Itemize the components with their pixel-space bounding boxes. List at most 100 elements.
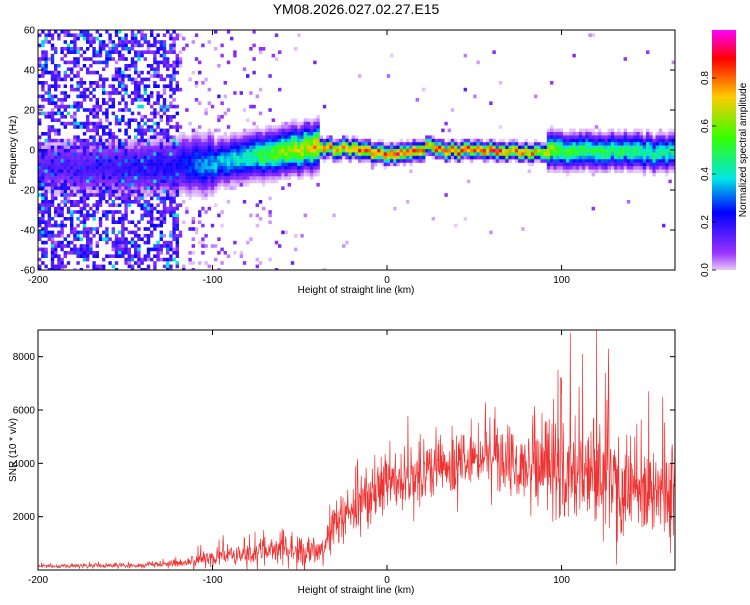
spectrogram-cell-3635	[582, 155, 586, 160]
spectrogram-cell-2947	[313, 155, 317, 160]
spectrogram-cell-1569	[146, 145, 151, 150]
spectrogram-cell-2828	[294, 121, 298, 126]
spectrogram-cell-639	[79, 247, 83, 252]
spectrogram-cell-1801	[162, 111, 167, 116]
spectrogram-cell-180	[47, 223, 51, 228]
spectrogram-cell-3725	[604, 149, 608, 153]
spectrogram-cell-1003	[108, 36, 112, 41]
spectrogram-cell-89	[41, 251, 45, 255]
spectrogram-cell-3379	[495, 159, 499, 163]
spectrogram-cell-194	[50, 77, 55, 82]
spectrogram-cell-257	[54, 138, 58, 143]
spectrogram-cell-2573	[252, 132, 256, 136]
spectrogram-cell-3204	[418, 138, 423, 143]
spectrogram-cell-3242	[434, 149, 439, 153]
spectrogram-cell-2931	[310, 166, 314, 170]
spectrogram-cell-542	[73, 210, 77, 214]
spectrogram-cell-1783	[159, 257, 163, 262]
spectrogram-cell-3797	[623, 135, 627, 139]
spectrogram-cell-34	[38, 223, 42, 228]
spectrogram-cell-1137	[118, 50, 122, 54]
spectrogram-cell-862	[95, 193, 99, 197]
spectrogram-cell-249	[54, 87, 58, 92]
spectrogram-cell-1661	[153, 128, 157, 133]
spectrogram-cell-1352	[130, 186, 135, 190]
spectrogram-cell-3139	[390, 149, 394, 153]
spectrogram-cell-1470	[140, 53, 144, 58]
spectrogram-cell-56	[41, 98, 45, 102]
spectrogram-cell-3899	[649, 142, 653, 146]
spectrogram-cell-2516	[242, 162, 247, 167]
spectrogram-cell-3286	[454, 155, 458, 160]
spectrogram-cell-2536	[246, 159, 250, 163]
spectrogram-cell-2062	[182, 138, 186, 143]
spectrogram-cell-395	[63, 125, 67, 129]
spectrogram-cell-2717	[274, 132, 279, 136]
spectrogram-cell-1440	[137, 159, 141, 163]
spectrogram-cell-384	[63, 70, 67, 75]
spectrogram-cell-3055	[354, 138, 359, 143]
spectrogram-cell-1223	[121, 234, 125, 238]
spectrogram-cell-1037	[108, 210, 112, 214]
spectrogram-cell-3059	[354, 152, 359, 156]
spectrogram-cell-3394	[502, 155, 506, 160]
spectrogram-cell-2949	[313, 162, 317, 167]
spectrogram-cell-3019	[338, 145, 343, 150]
spectrogram-cell-2342	[217, 128, 221, 133]
spectrogram-cell-270	[54, 183, 58, 187]
spectrogram-cell-3605	[575, 142, 579, 146]
spectrogram-cell-1436	[137, 145, 141, 150]
spectrogram-cell-2287	[207, 179, 211, 184]
spectrogram-cell-3593	[572, 142, 576, 146]
spectrogram-cell-1604	[150, 64, 154, 68]
spectrogram-cell-213	[50, 166, 55, 170]
spectrogram-cell-411	[63, 189, 67, 194]
spectrogram-cell-672	[82, 186, 87, 190]
spectrogram-cell-479	[70, 152, 74, 156]
spectrogram-cell-298	[57, 111, 61, 116]
spectrogram-cell-695	[86, 47, 90, 51]
spectrogram-cell-264	[54, 162, 58, 167]
spectrogram-cell-124	[44, 193, 48, 197]
spectrogram-cell-3875	[642, 149, 647, 153]
spectrogram-cell-549	[73, 251, 77, 255]
spectrogram-cell-1316	[127, 247, 131, 252]
spectrogram-cell-3979	[668, 155, 672, 160]
spectrogram-cell-3078	[364, 145, 368, 150]
spectrogram-cell-1457	[137, 237, 141, 241]
snr-x-tick-label-1: -100	[203, 575, 223, 586]
spectrogram-cell-1206	[121, 166, 125, 170]
spectrogram-cell-3668	[591, 132, 595, 136]
spectrogram-cell-3588	[572, 53, 576, 58]
spectrogram-cell-26	[38, 183, 42, 187]
spectrogram-cell-926	[102, 87, 106, 92]
spectrogram-cell-686	[82, 244, 87, 248]
spectrogram-cell-1562	[146, 101, 151, 105]
spectrogram-cell-1854	[166, 149, 170, 153]
spectrogram-cell-2246	[204, 135, 208, 139]
spectrogram-cell-2625	[258, 162, 263, 167]
spectrogram-cell-1727	[156, 196, 160, 201]
spectrogram-cell-1990	[175, 104, 179, 109]
spectrogram-cell-2092	[185, 162, 189, 167]
spectrogram-cell-1520	[143, 121, 147, 126]
spectrogram-cell-1998	[175, 145, 179, 150]
spectrogram-cell-693	[86, 36, 90, 41]
spectrogram-cell-3572	[566, 166, 570, 170]
spectrogram-cell-2061	[182, 135, 186, 139]
spectrogram-cell-2417	[226, 155, 231, 160]
spectrogram-cell-431	[66, 94, 71, 99]
spectrogram-cell-795	[92, 115, 96, 119]
spectrogram-cell-272	[54, 189, 58, 194]
spectrogram-cell-1785	[162, 40, 167, 44]
spectrogram-cell-41	[38, 268, 42, 270]
spectrogram-cell-1950	[172, 145, 176, 150]
spectrogram-cell-2713	[274, 33, 279, 37]
spectrogram-cell-2004	[175, 166, 179, 170]
spectrogram-cell-834	[95, 81, 99, 85]
spectrogram-cell-3804	[623, 159, 627, 163]
spectrogram-cell-2557	[249, 159, 253, 163]
spectrogram-cell-3918	[652, 169, 656, 173]
spectrogram-cell-360	[60, 189, 64, 194]
